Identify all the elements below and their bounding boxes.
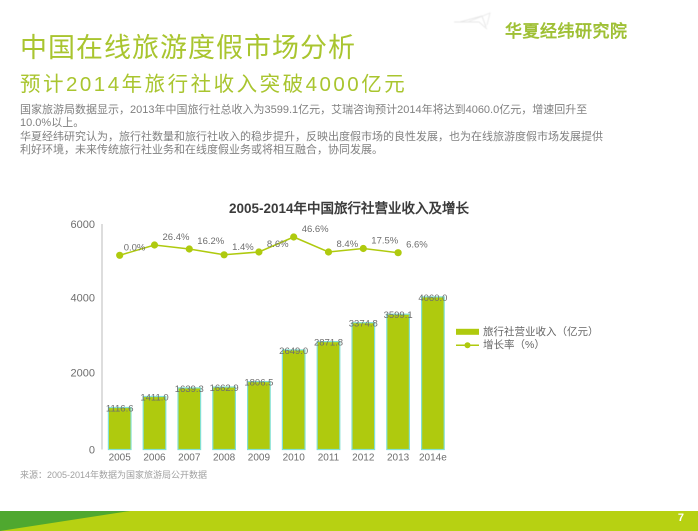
svg-text:1.4%: 1.4% — [232, 242, 254, 253]
svg-text:2006: 2006 — [143, 453, 166, 464]
svg-text:2012: 2012 — [352, 453, 375, 464]
svg-text:1411.0: 1411.0 — [140, 393, 168, 404]
svg-text:增长率（%）: 增长率（%） — [483, 338, 545, 351]
svg-text:3374.8: 3374.8 — [349, 319, 378, 330]
svg-text:2871.8: 2871.8 — [314, 338, 343, 349]
svg-text:2013: 2013 — [387, 453, 410, 464]
svg-text:3599.1: 3599.1 — [384, 310, 413, 321]
svg-text:1639.3: 1639.3 — [175, 384, 204, 395]
svg-text:4000: 4000 — [71, 293, 95, 305]
svg-text:2011: 2011 — [318, 453, 340, 464]
svg-text:1116.6: 1116.6 — [106, 404, 134, 415]
svg-text:2010: 2010 — [283, 453, 306, 464]
svg-text:2009: 2009 — [248, 453, 271, 464]
svg-text:46.6%: 46.6% — [302, 224, 329, 235]
svg-text:4060.0: 4060.0 — [418, 293, 447, 304]
svg-text:2005: 2005 — [109, 453, 132, 464]
svg-text:8.4%: 8.4% — [337, 239, 359, 250]
svg-text:2649.0: 2649.0 — [279, 346, 308, 357]
svg-text:2000: 2000 — [71, 368, 95, 380]
svg-text:6.6%: 6.6% — [406, 240, 428, 251]
svg-text:1662.9: 1662.9 — [210, 383, 239, 394]
svg-text:2007: 2007 — [178, 453, 201, 464]
svg-text:26.4%: 26.4% — [163, 232, 190, 243]
svg-text:1806.5: 1806.5 — [244, 378, 273, 389]
svg-text:旅行社营业收入（亿元）: 旅行社营业收入（亿元） — [483, 325, 599, 338]
svg-text:17.5%: 17.5% — [371, 236, 398, 247]
svg-text:2008: 2008 — [213, 453, 236, 464]
svg-text:2014e: 2014e — [419, 453, 447, 464]
svg-text:0.0%: 0.0% — [124, 242, 146, 253]
svg-text:8.6%: 8.6% — [267, 239, 289, 250]
svg-text:0: 0 — [89, 445, 95, 457]
svg-text:16.2%: 16.2% — [197, 236, 224, 247]
svg-text:6000: 6000 — [71, 219, 95, 231]
